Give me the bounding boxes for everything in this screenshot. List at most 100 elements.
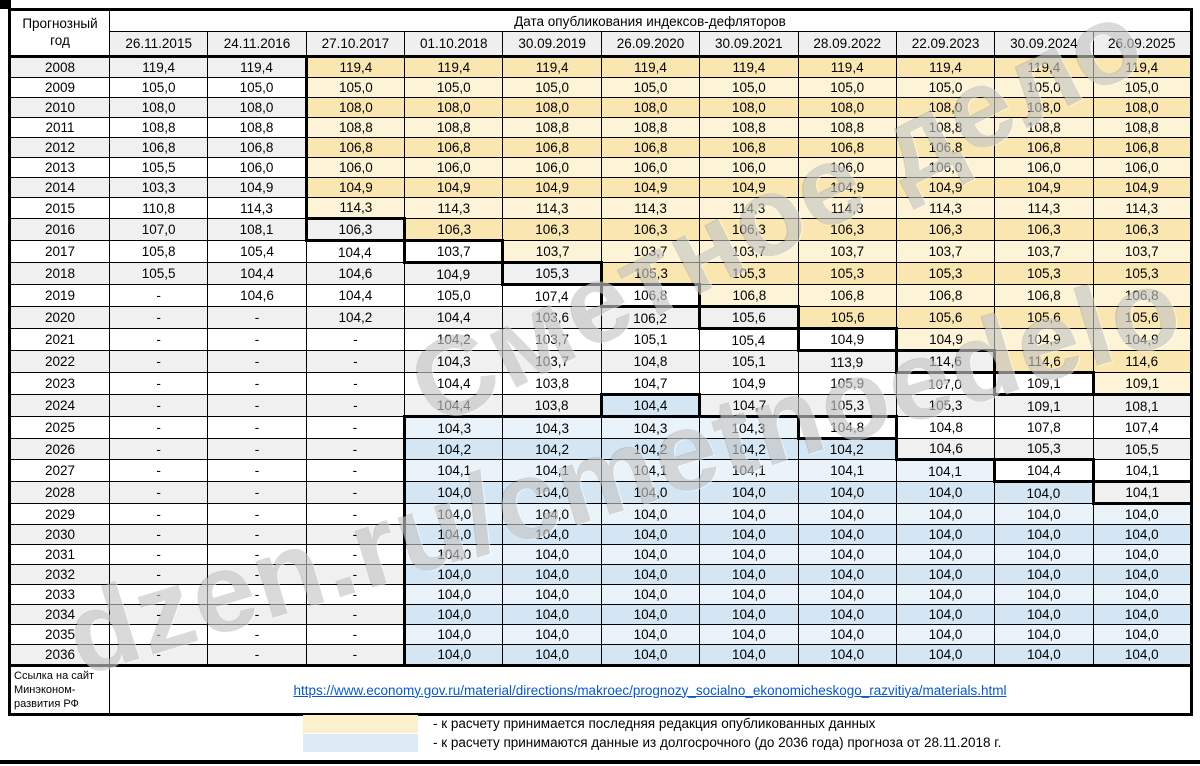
value-cell: 108,8 — [699, 117, 799, 138]
value-cell: - — [305, 481, 406, 504]
value-cell: - — [207, 394, 307, 417]
value-cell: 104,0 — [1092, 584, 1194, 605]
value-cell: 114,6 — [894, 349, 997, 374]
value-cell: 114,3 — [895, 197, 996, 219]
value-cell: 114,3 — [404, 197, 504, 219]
value-cell: - — [207, 544, 307, 565]
value-cell: 104,0 — [502, 564, 602, 585]
value-cell: 119,4 — [108, 56, 209, 78]
legend: - к расчету принимается последняя редакц… — [303, 714, 1001, 752]
year-cell: 2036 — [9, 644, 110, 666]
value-cell: 105,0 — [108, 77, 209, 98]
year-cell: 2014 — [9, 177, 110, 198]
value-cell: 104,0 — [699, 564, 799, 585]
value-cell: 104,0 — [502, 524, 602, 545]
value-cell: 104,9 — [699, 177, 799, 198]
value-cell: - — [108, 604, 209, 625]
value-cell: 104,0 — [699, 604, 799, 625]
date-column-header: 28.09.2022 — [797, 31, 897, 58]
value-cell: 108,1 — [1092, 394, 1193, 417]
value-cell: - — [207, 438, 307, 460]
table-row: 2030- - -104,0 104,0 104,0 104,0 104,0 104,0 104… — [9, 524, 1194, 545]
value-cell: 104,0 — [699, 544, 799, 565]
value-cell: 104,1 — [797, 459, 897, 482]
value-cell: 104,0 — [403, 544, 504, 565]
value-cell: 105,6 — [994, 306, 1094, 329]
value-cell: - — [108, 544, 209, 565]
value-cell: 104,0 — [600, 644, 701, 667]
value-cell: 104,0 — [797, 644, 897, 667]
value-cell: 104,2 — [797, 437, 898, 460]
value-cell: 114,3 — [1092, 197, 1194, 219]
value-cell: 105,1 — [600, 328, 701, 351]
value-cell: 104,0 — [699, 584, 799, 605]
value-cell: 104,0 — [895, 604, 996, 625]
date-column-header: 01.10.2018 — [404, 31, 504, 58]
value-cell: 104,0 — [994, 503, 1094, 525]
value-cell: - — [305, 438, 406, 460]
value-cell: 106,8 — [699, 137, 799, 158]
value-cell: 104,3 — [699, 415, 800, 439]
value-cell: 103,7 — [1092, 240, 1194, 263]
value-cell: 103,7 — [501, 240, 602, 264]
table-row: 2022- - -104,3 103,7 104,8 105,1 113,9 114,6 114… — [9, 349, 1194, 374]
value-cell: 106,8 — [207, 137, 307, 158]
table-row: 2009 105,0 105,0 105,0 105,0 105,0 105,0 105,0 1… — [9, 77, 1194, 98]
value-cell: 106,8 — [600, 137, 701, 158]
value-cell: 106,8 — [895, 137, 996, 158]
value-cell: 104,0 — [797, 503, 897, 525]
economy-gov-link[interactable]: https://www.economy.gov.ru/material/dire… — [293, 682, 1007, 698]
value-cell: 105,3 — [895, 394, 996, 417]
link-label-line2: Минэконом- — [14, 683, 76, 696]
value-cell: 108,0 — [108, 97, 209, 118]
value-cell: 104,0 — [797, 564, 897, 585]
value-cell: 104,0 — [1092, 644, 1194, 667]
value-cell: 104,4 — [404, 394, 504, 417]
value-cell: 104,9 — [699, 372, 799, 395]
value-cell: 108,0 — [994, 97, 1094, 118]
value-cell: 104,9 — [600, 177, 701, 198]
value-cell: 106,3 — [304, 217, 407, 242]
value-cell: 104,0 — [699, 481, 799, 504]
value-cell: 108,8 — [404, 117, 504, 138]
value-cell: 106,8 — [698, 284, 799, 308]
year-cell: 2015 — [9, 197, 110, 219]
year-cell: 2031 — [9, 544, 110, 565]
value-cell: 104,9 — [502, 177, 602, 198]
value-cell: - — [108, 459, 209, 482]
value-cell: 104,0 — [502, 503, 602, 525]
value-cell: 104,0 — [600, 624, 701, 645]
value-cell: - — [108, 416, 209, 439]
value-cell: - — [207, 503, 307, 525]
value-cell: - — [108, 350, 209, 373]
link-label-line1: Ссылка на сайт — [14, 669, 95, 682]
value-cell: - — [207, 459, 307, 482]
value-cell: 105,0 — [797, 77, 897, 98]
table-row: 2031- - -104,0 104,0 104,0 104,0 104,0 104,0 104… — [9, 544, 1194, 565]
date-column-header: 30.09.2024 — [994, 31, 1094, 58]
value-cell: 104,9 — [797, 177, 897, 198]
year-cell: 2026 — [9, 438, 110, 460]
value-cell: 104,9 — [894, 328, 996, 352]
year-cell: 2025 — [9, 416, 110, 439]
value-cell: 107,4 — [502, 284, 602, 307]
value-cell: - — [108, 328, 209, 351]
value-cell: 119,4 — [207, 56, 307, 78]
value-cell: - — [207, 604, 307, 625]
value-cell: 106,3 — [600, 218, 701, 241]
value-cell: - — [305, 604, 406, 625]
value-cell: 104,0 — [895, 481, 996, 504]
value-cell: 119,4 — [797, 55, 897, 78]
value-cell: 104,4 — [404, 306, 504, 329]
value-cell: 114,3 — [797, 197, 897, 219]
value-cell: 106,3 — [797, 218, 897, 241]
value-cell: 105,6 — [698, 305, 800, 330]
value-cell: 104,9 — [404, 262, 504, 285]
value-cell: 104,9 — [895, 177, 996, 198]
value-cell: 104,1 — [895, 458, 997, 482]
date-column-header: 30.09.2021 — [699, 31, 799, 58]
value-cell: 104,3 — [404, 350, 504, 373]
value-cell: 104,1 — [502, 459, 602, 482]
value-cell: - — [305, 328, 406, 351]
value-cell: 104,2 — [404, 328, 504, 351]
